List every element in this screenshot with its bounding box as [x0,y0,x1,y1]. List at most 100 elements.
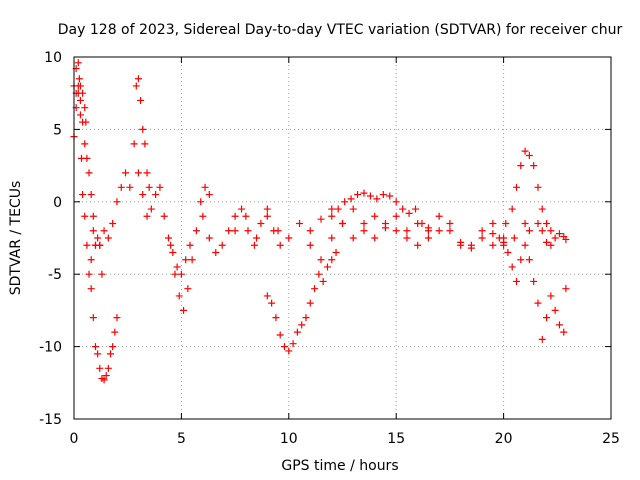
data-point-marker [517,256,525,264]
series-arc-b [70,89,99,249]
data-point-marker [349,205,357,213]
data-point-marker [132,82,140,90]
data-point-marker [302,314,310,322]
y-tick-label: -10 [39,340,62,356]
data-point-marker [87,191,95,199]
data-point-marker [231,212,239,220]
data-point-marker [306,299,314,307]
data-point-marker [562,285,570,293]
data-point-marker [521,220,529,228]
y-tick-label: 10 [44,50,62,66]
data-point-marker [98,270,106,278]
data-point-marker [197,198,205,206]
series-arc-k [328,189,432,235]
data-point-marker [79,89,87,97]
series-arc-q [534,220,570,249]
data-point-marker [349,234,357,242]
grid-layer [74,57,611,419]
data-point-marker [218,241,226,249]
y-tick-label: -5 [48,267,62,283]
data-point-marker [85,169,93,177]
data-point-marker [184,285,192,293]
data-point-marker [366,192,374,200]
x-tick-label: 0 [70,431,79,447]
data-point-marker [257,220,265,228]
data-point-marker [156,183,164,191]
data-point-marker [317,256,325,264]
data-point-marker [457,241,465,249]
data-point-marker [81,212,89,220]
data-point-marker [315,270,323,278]
data-point-marker [212,248,220,256]
data-point-marker [250,241,258,249]
data-point-marker [289,340,297,348]
data-point-marker [360,220,368,228]
data-point-marker [96,241,104,249]
data-point-marker [74,59,82,67]
x-tick-label: 20 [495,431,513,447]
data-point-marker [323,263,331,271]
data-point-marker [298,321,306,329]
x-axis-label: GPS time / hours [281,458,398,474]
data-point-marker [392,198,400,206]
data-point-marker [76,96,84,104]
data-point-marker [508,263,516,271]
data-point-marker [341,198,349,206]
data-point-marker [446,227,454,235]
data-point-marker [143,169,151,177]
ticks-layer: 0 5 10 15 20 25 -15 -10 -5 0 5 10 [39,50,620,447]
data-point-marker [543,238,551,246]
data-point-marker [205,234,213,242]
data-point-marker [89,212,97,220]
data-point-marker [435,227,443,235]
data-point-marker [392,227,400,235]
data-point-marker [83,154,91,162]
data-point-marker [285,234,293,242]
data-point-marker [81,104,89,112]
data-point-marker [296,220,304,228]
data-point-marker [512,277,520,285]
data-point-marker [272,314,280,322]
data-point-marker [173,263,181,271]
data-point-marker [102,372,110,380]
series-arc-j [263,248,340,355]
data-point-marker [85,270,93,278]
data-point-marker [551,234,559,242]
data-point-marker [306,241,314,249]
data-point-marker [87,256,95,264]
data-point-marker [521,147,529,155]
data-point-marker [201,183,209,191]
data-point-marker [89,227,97,235]
data-point-marker [495,234,503,242]
data-point-marker [75,75,83,83]
data-point-marker [171,270,179,278]
data-point-marker [424,234,432,242]
data-point-marker [538,335,546,343]
data-point-marker [263,212,271,220]
data-point-marker [263,292,271,300]
y-tick-label: 0 [53,195,62,211]
data-point-marker [328,256,336,264]
data-point-marker [130,140,138,148]
data-point-marker [347,195,355,203]
data-point-marker [555,230,563,238]
plot-frame [73,56,612,420]
data-point-marker [525,151,533,159]
data-point-marker [534,299,542,307]
x-tick-label: 10 [280,431,298,447]
series-arc-i [231,205,529,264]
data-point-marker [175,292,183,300]
series-arc-c [72,82,90,126]
data-point-marker [551,306,559,314]
data-point-marker [281,343,289,351]
data-point-marker [412,205,420,213]
data-point-marker [94,234,102,242]
data-point-marker [186,241,194,249]
data-point-marker [199,212,207,220]
data-point-marker [538,227,546,235]
series-arc-n [489,147,555,249]
data-point-marker [392,212,400,220]
data-point-marker [405,209,413,217]
data-point-marker [435,212,443,220]
x-tick-label: 25 [602,431,620,447]
